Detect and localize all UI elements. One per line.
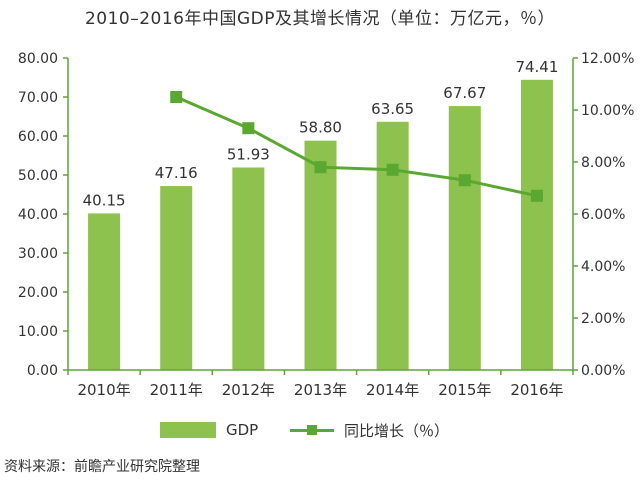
y-left-tick-label: 40.00 — [18, 207, 58, 223]
y-right-tick-label: 6.00% — [581, 207, 625, 223]
growth-point — [530, 189, 543, 202]
growth-point — [242, 122, 255, 135]
gdp-data-label: 63.65 — [371, 100, 414, 118]
legend-label-gdp: GDP — [226, 421, 259, 439]
x-tick-label: 2010年 — [77, 381, 130, 399]
legend-swatch-gdp — [160, 422, 216, 438]
gdp-bar — [376, 121, 409, 370]
x-tick-label: 2016年 — [510, 381, 563, 399]
y-left-tick-label: 70.00 — [18, 90, 58, 106]
source-note: 资料来源：前瞻产业研究院整理 — [4, 459, 200, 475]
y-left-tick-label: 10.00 — [18, 324, 58, 340]
y-right-tick-label: 8.00% — [581, 155, 625, 171]
gdp-data-label: 47.16 — [155, 164, 198, 182]
growth-point — [170, 91, 183, 103]
x-tick-label: 2013年 — [294, 381, 347, 399]
legend: GDP 同比增长（％） — [0, 418, 640, 442]
y-left-tick-label: 20.00 — [18, 285, 58, 301]
y-left-tick-label: 50.00 — [18, 168, 58, 184]
legend-item-gdp: GDP — [160, 418, 258, 442]
y-right-tick-label: 2.00% — [581, 311, 625, 327]
gdp-data-label: 40.15 — [83, 191, 126, 209]
y-right-tick-label: 12.00% — [581, 51, 634, 67]
gdp-bar — [160, 186, 193, 370]
y-left-tick-label: 30.00 — [18, 246, 58, 262]
gdp-bar — [88, 213, 121, 370]
gdp-bar — [304, 140, 337, 370]
legend-label-growth: 同比增长（％） — [344, 421, 450, 440]
y-left-tick-label: 80.00 — [18, 51, 58, 67]
y-left-tick-label: 60.00 — [18, 129, 58, 145]
y-right-tick-label: 10.00% — [581, 103, 634, 119]
y-right-tick-label: 4.00% — [581, 259, 625, 275]
gdp-data-label: 51.93 — [227, 145, 270, 163]
x-tick-label: 2011年 — [150, 381, 203, 399]
growth-point — [458, 174, 471, 187]
gdp-data-label: 74.41 — [515, 58, 558, 76]
x-tick-label: 2015年 — [438, 381, 491, 399]
growth-point — [386, 163, 399, 176]
gdp-bar — [520, 79, 553, 371]
gdp-bar — [232, 167, 265, 370]
x-tick-label: 2014年 — [366, 381, 419, 399]
legend-item-growth: 同比增长（％） — [290, 418, 449, 442]
gdp-bar — [448, 106, 481, 370]
gdp-data-label: 67.67 — [443, 84, 486, 102]
chart-title: 2010–2016年中国GDP及其增长情况（单位：万亿元，％） — [84, 9, 556, 29]
growth-line — [175, 95, 538, 198]
gdp-data-label: 58.80 — [299, 119, 342, 137]
y-right-tick-label: 0.00% — [581, 363, 625, 379]
legend-swatch-growth — [290, 422, 334, 438]
y-left-tick-label: 0.00 — [27, 363, 58, 379]
growth-point — [314, 161, 327, 174]
x-tick-label: 2012年 — [222, 381, 275, 399]
